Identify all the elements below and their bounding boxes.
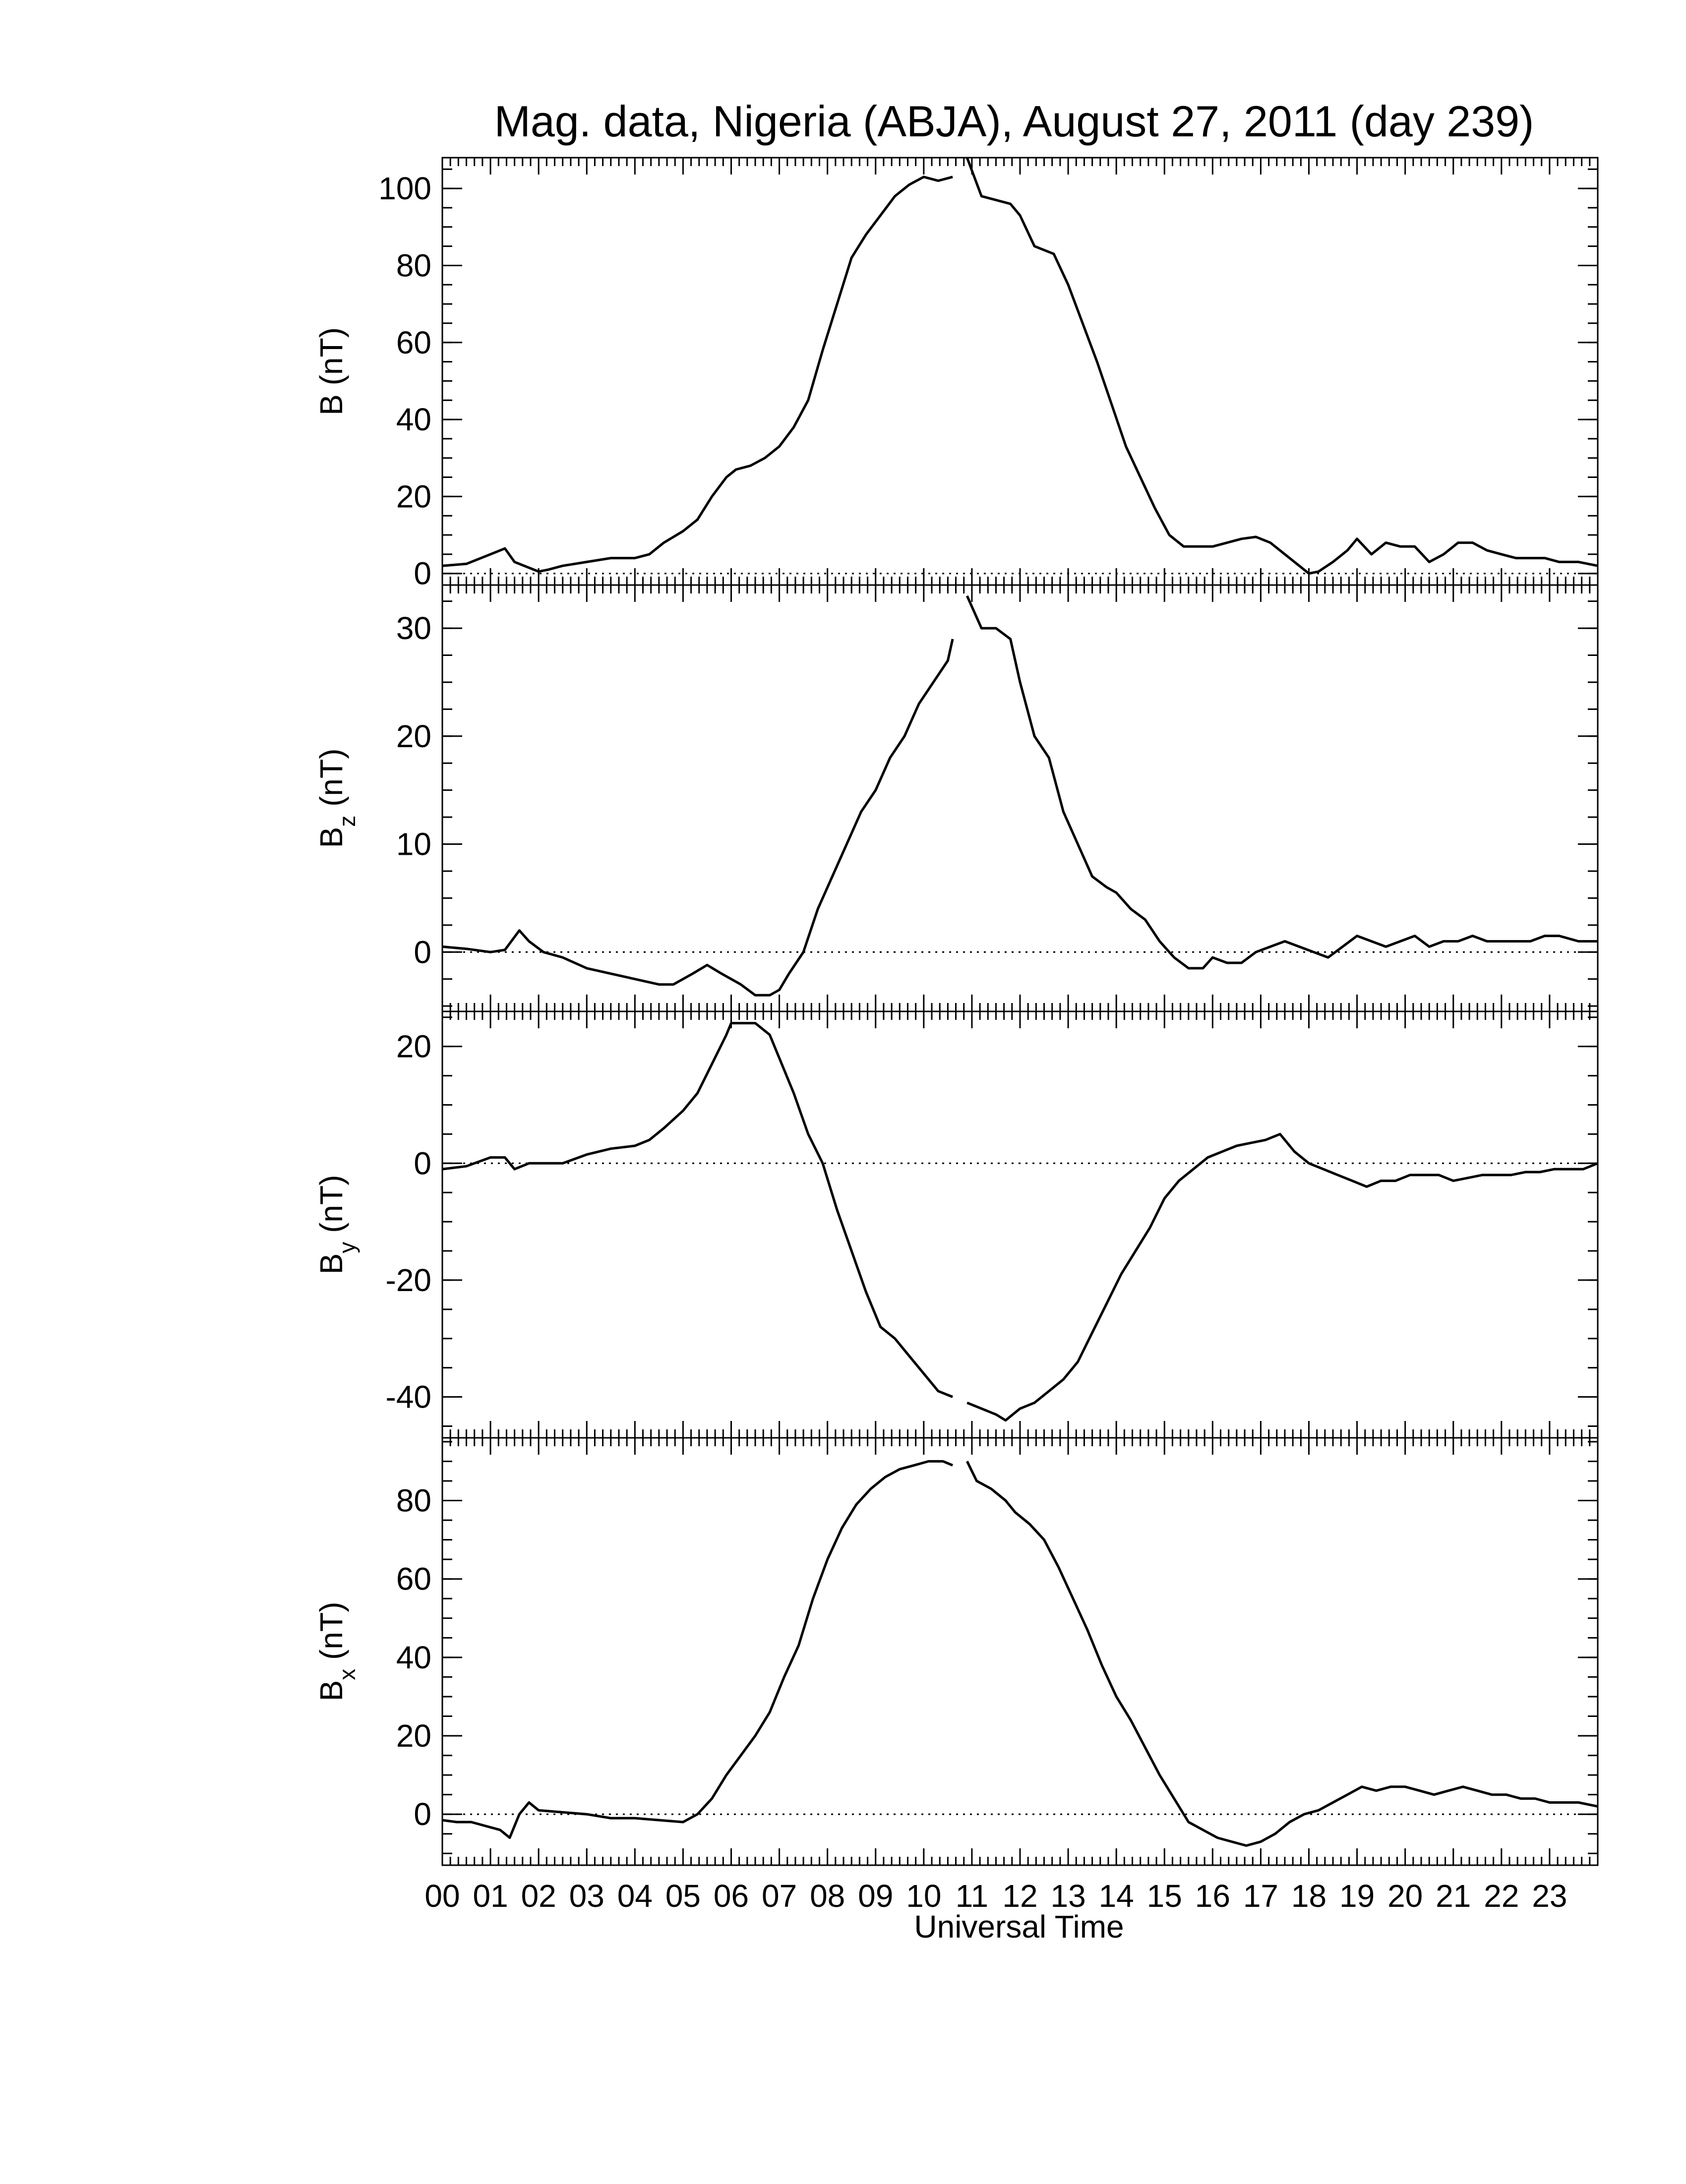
y-tick-label: 20 <box>396 1718 431 1754</box>
panel-4: 0 20 40 60 80 Bx (nT) <box>313 1437 1599 1866</box>
y-tick-label: 40 <box>396 402 431 437</box>
y-axis-label-unit: (nT) <box>313 1602 349 1669</box>
y-tick-label: 100 <box>378 171 431 206</box>
panel-3: -40 -20 0 20 By (nT) <box>313 1010 1599 1439</box>
y-axis-label-base: B <box>313 1253 349 1275</box>
panel-frame <box>441 584 1599 1012</box>
x-tick-label: 15 <box>1147 1878 1182 1914</box>
x-tick-label: 02 <box>521 1878 556 1914</box>
x-axis-label: Universal Time <box>914 1909 1124 1945</box>
x-tick-label: 11 <box>956 1878 988 1914</box>
y-axis-label: Bx (nT) <box>313 1602 360 1702</box>
x-tick-label: 17 <box>1243 1878 1278 1914</box>
y-axis-label-subscript: y <box>334 1242 360 1253</box>
x-tick-label: 10 <box>906 1878 941 1914</box>
x-tick-label: 20 <box>1387 1878 1423 1914</box>
x-tick-label: 12 <box>1002 1878 1037 1914</box>
x-tick-label: 08 <box>810 1878 845 1914</box>
y-axis-label-subscript: z <box>334 816 360 827</box>
panel-frame <box>441 1437 1599 1866</box>
y-tick-label: 80 <box>396 1483 431 1519</box>
x-tick-label: 01 <box>473 1878 508 1914</box>
x-tick-label: 00 <box>424 1878 460 1914</box>
panel-frame <box>441 1010 1599 1439</box>
y-axis-label: By (nT) <box>313 1175 360 1275</box>
x-tick-labels: 00 01 02 03 04 05 06 07 08 09 10 11 12 13 14 15 16 17 18 19… <box>424 1878 1567 1914</box>
y-axis-label-base: B <box>313 394 349 415</box>
y-tick-label: 0 <box>414 1145 431 1181</box>
x-tick-label: 03 <box>569 1878 604 1914</box>
y-axis-label: Bz (nT) <box>313 749 360 848</box>
y-tick-label: 60 <box>396 1561 431 1597</box>
x-tick-label: 23 <box>1532 1878 1567 1914</box>
y-axis-label-base: B <box>313 827 349 848</box>
y-axis-label-unit: (nT) <box>313 749 349 816</box>
y-tick-label: 10 <box>396 826 431 862</box>
panel-1: 0 20 40 60 80 100 B (nT) <box>313 157 1599 591</box>
data-line-segment-2 <box>965 1461 1598 1847</box>
x-tick-label: 06 <box>714 1878 749 1914</box>
data-line-segment-2 <box>966 1132 1598 1422</box>
x-tick-label: 13 <box>1050 1878 1085 1914</box>
y-tick-label: -20 <box>386 1262 432 1298</box>
data-line-segment-1 <box>442 1460 954 1839</box>
x-tick-label: 21 <box>1436 1878 1471 1914</box>
data-line-segment-1 <box>442 176 953 573</box>
y-axis-label-unit: (nT) <box>313 327 349 394</box>
y-tick-label: 20 <box>396 718 431 754</box>
y-tick-label: -40 <box>386 1379 432 1415</box>
panels-group: 0 20 40 60 80 100 B (nT) 0 10 20 30 Bz (nT) -40 -20 0 2… <box>313 157 1599 1866</box>
y-tick-label: 60 <box>396 325 431 360</box>
y-tick-label: 80 <box>396 247 431 283</box>
panel-2: 0 10 20 30 Bz (nT) <box>313 584 1599 1012</box>
x-tick-label: 14 <box>1099 1878 1134 1914</box>
data-line-segment-2 <box>965 157 1598 575</box>
y-tick-label: 0 <box>414 934 431 970</box>
x-tick-label: 18 <box>1291 1878 1326 1914</box>
y-tick-label: 0 <box>414 556 431 591</box>
y-axis-label-unit: (nT) <box>313 1175 349 1242</box>
x-tick-label: 07 <box>762 1878 797 1914</box>
y-axis-label: B (nT) <box>313 327 349 415</box>
y-axis-label-base: B <box>313 1680 349 1702</box>
x-tick-label: 16 <box>1195 1878 1230 1914</box>
x-tick-label: 04 <box>617 1878 653 1914</box>
data-line-segment-1 <box>442 1022 954 1398</box>
panel-frame <box>441 157 1599 586</box>
y-tick-label: 30 <box>396 610 431 646</box>
x-tick-label: 05 <box>665 1878 701 1914</box>
y-tick-label: 0 <box>414 1796 431 1832</box>
chart-title: Mag. data, Nigeria (ABJA), August 27, 20… <box>494 97 1534 146</box>
y-tick-label: 20 <box>396 1029 431 1064</box>
x-tick-label: 09 <box>858 1878 893 1914</box>
y-tick-label: 40 <box>396 1640 431 1675</box>
data-line-segment-2 <box>965 595 1598 970</box>
data-line-segment-1 <box>442 639 954 997</box>
x-tick-label: 22 <box>1484 1878 1519 1914</box>
y-axis-label-subscript: x <box>334 1669 360 1680</box>
y-tick-label: 20 <box>396 478 431 514</box>
x-tick-label: 19 <box>1339 1878 1375 1914</box>
